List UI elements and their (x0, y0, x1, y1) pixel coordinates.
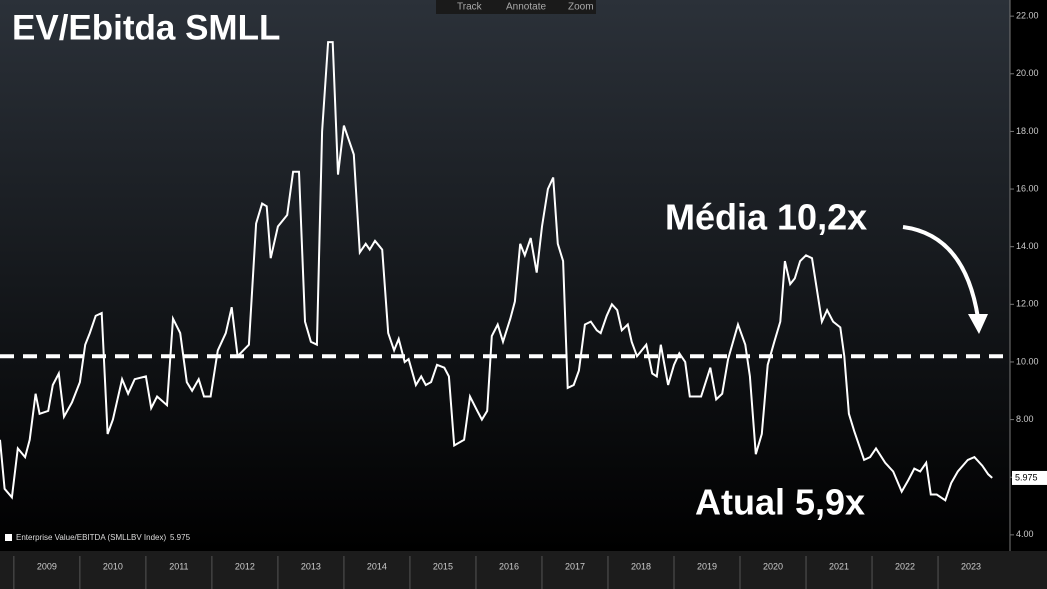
y-tick-label: 4.00 (1016, 529, 1034, 539)
y-tick-label: 14.00 (1016, 241, 1039, 251)
y-tick-label: 8.00 (1016, 414, 1034, 424)
last-value-flag (1012, 470, 1047, 485)
y-tick-label: 22.00 (1016, 11, 1039, 21)
y-tick-label: 20.00 (1016, 68, 1039, 78)
last-value-label: 5.975 (1015, 472, 1038, 482)
x-tick-label: 2019 (697, 561, 717, 571)
x-tick-label: 2013 (301, 561, 321, 571)
x-tick-label: 2015 (433, 561, 453, 571)
legend-swatch (5, 534, 12, 541)
y-tick-label: 16.00 (1016, 183, 1039, 193)
toolbar: Track Annotate Zoom (436, 0, 596, 14)
x-tick-label: 2014 (367, 561, 387, 571)
x-tick-label: 2012 (235, 561, 255, 571)
toolbar-button[interactable]: Annotate (506, 2, 546, 13)
x-tick-label: 2016 (499, 561, 519, 571)
x-tick-label: 2010 (103, 561, 123, 571)
y-tick-label: 18.00 (1016, 126, 1039, 136)
legend-value: 5.975 (170, 533, 191, 542)
x-tick-label: 2011 (169, 561, 188, 571)
x-tick-label: 2009 (37, 561, 57, 571)
plot-background (0, 0, 1010, 551)
chart-title: EV/Ebitda SMLL (12, 8, 280, 47)
legend-label: Enterprise Value/EBITDA (SMLLBV Index) (16, 533, 166, 542)
arrow-head (968, 314, 988, 334)
x-tick-label: 2020 (763, 561, 783, 571)
x-tick-label: 2022 (895, 561, 915, 571)
x-tick-label: 2021 (829, 561, 849, 571)
y-tick-label: 12.00 (1016, 299, 1039, 309)
annotation: Atual 5,9x (695, 482, 865, 523)
toolbar-button[interactable]: Zoom (568, 2, 594, 13)
annotation: Média 10,2x (665, 197, 867, 238)
toolbar-button[interactable]: Track (457, 2, 483, 13)
x-tick-label: 2023 (961, 561, 981, 571)
toolbar-background (436, 0, 596, 14)
y-tick-label: 10.00 (1016, 356, 1039, 366)
arrow (902, 225, 980, 319)
x-tick-label: 2017 (565, 561, 585, 571)
x-tick-label: 2018 (631, 561, 651, 571)
series-line (0, 41, 993, 502)
x-axis-band (0, 551, 1047, 589)
